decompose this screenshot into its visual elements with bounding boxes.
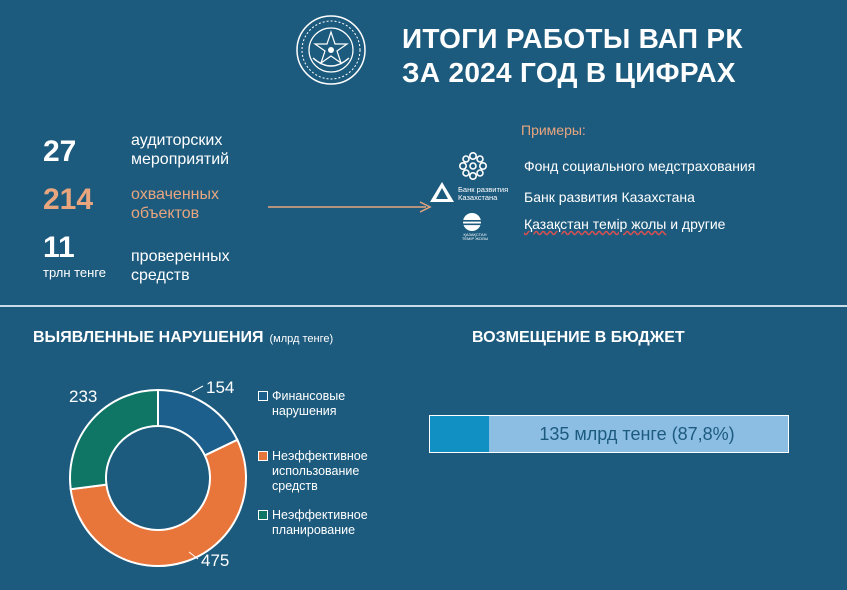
ktz-logo-text: ҚАЗАҚСТАН ТЕМІР ЖОЛЫ bbox=[461, 232, 489, 242]
violations-title-text: ВЫЯВЛЕННЫЕ НАРУШЕНИЯ bbox=[33, 329, 264, 346]
example-ktz-tail: и другие bbox=[666, 216, 726, 232]
arrow-right-icon bbox=[268, 201, 432, 213]
development-bank-logo-text: Банк развития Казахстана bbox=[458, 185, 509, 202]
violations-donut-chart bbox=[69, 388, 247, 567]
legend-label-inefficient-planning: Неэффективное планирование bbox=[272, 508, 368, 537]
example-fsms: Фонд социального медстрахования bbox=[524, 158, 756, 174]
legend-swatch-inefficient-planning bbox=[258, 510, 268, 520]
examples-title: Примеры: bbox=[521, 122, 586, 138]
stat-label-funds: проверенных средств bbox=[131, 248, 230, 284]
legend-item-financial: Финансовые нарушения bbox=[258, 389, 398, 419]
ktz-logo-icon bbox=[462, 213, 482, 231]
example-ktz: Қазақстан темір жолы и другие bbox=[524, 216, 725, 232]
compensation-title: ВОЗМЕЩЕНИЕ В БЮДЖЕТ bbox=[472, 329, 685, 346]
legend-item-inefficient-planning: Неэффективное планирование bbox=[258, 508, 398, 538]
section-divider bbox=[0, 305, 847, 307]
legend-item-inefficient-use: Неэффективное использование средств bbox=[258, 449, 398, 494]
donut-value-inefficient-use: 475 bbox=[201, 551, 230, 570]
violations-title: ВЫЯВЛЕННЫЕ НАРУШЕНИЯ (млрд тенге) bbox=[33, 329, 333, 347]
stat-unit-funds: трлн тенге bbox=[43, 265, 107, 280]
stat-label-audits: аудиторских мероприятий bbox=[131, 132, 230, 168]
example-development-bank: Банк развития Казахстана bbox=[524, 189, 695, 205]
donut-slice-inefficient-use bbox=[69, 438, 247, 567]
page-title: ИТОГИ РАБОТЫ ВАП РК ЗА 2024 ГОД В ЦИФРАХ bbox=[402, 22, 743, 90]
donut-value-financial: 154 bbox=[206, 378, 235, 397]
donut-slice-inefficient-planning bbox=[69, 388, 159, 491]
donut-value-inefficient-planning: 233 bbox=[69, 387, 98, 406]
stat-value-objects: 214 bbox=[43, 183, 94, 216]
legend-swatch-financial bbox=[258, 391, 268, 401]
stat-value-funds: 11 bbox=[43, 231, 75, 264]
compensation-bar-fill bbox=[430, 416, 490, 452]
title-line-1: ИТОГИ РАБОТЫ ВАП РК bbox=[402, 23, 743, 54]
development-bank-logo-icon bbox=[430, 182, 454, 202]
stat-label-objects: охваченных объектов bbox=[131, 186, 219, 222]
compensation-bar-text: 135 млрд тенге (87,8%) bbox=[539, 424, 735, 444]
stat-value-audits: 27 bbox=[43, 135, 77, 168]
violations-subtitle: (млрд тенге) bbox=[269, 333, 334, 345]
emblem-logo-icon bbox=[296, 15, 366, 85]
legend-label-inefficient-use: Неэффективное использование средств bbox=[272, 449, 368, 493]
legend-label-financial: Финансовые нарушения bbox=[272, 389, 346, 418]
compensation-bar: 135 млрд тенге (87,8%) bbox=[429, 415, 789, 453]
example-ktz-name: Қазақстан темір жолы bbox=[524, 216, 667, 232]
fsms-logo-icon bbox=[458, 151, 487, 180]
legend-swatch-inefficient-use bbox=[258, 451, 268, 461]
title-line-2: ЗА 2024 ГОД В ЦИФРАХ bbox=[402, 57, 736, 88]
